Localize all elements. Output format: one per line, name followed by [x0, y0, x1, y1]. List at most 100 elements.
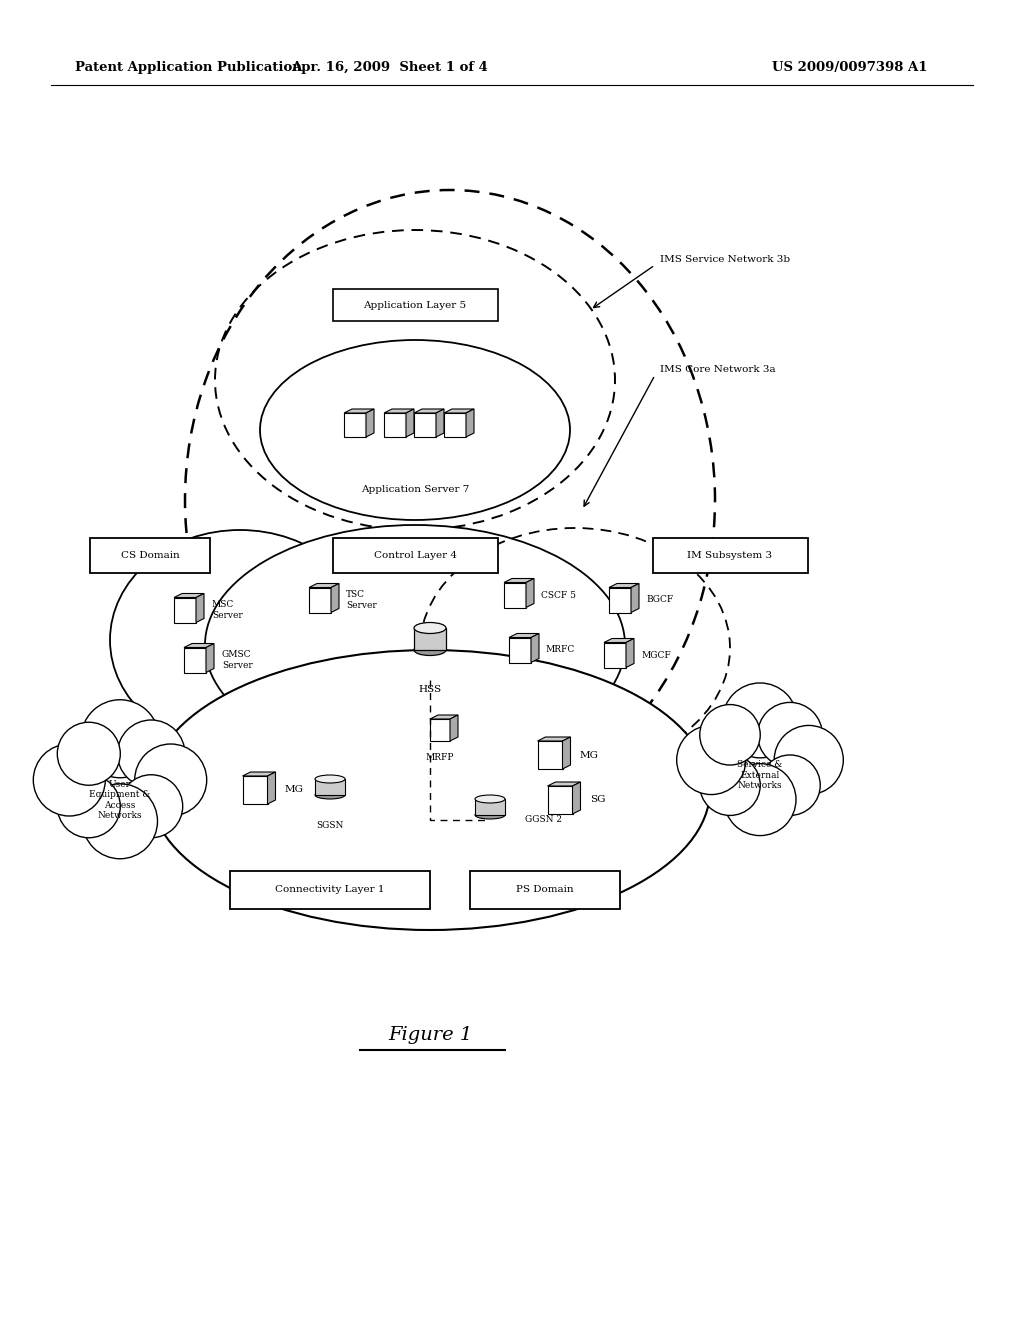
- Circle shape: [34, 744, 105, 816]
- FancyBboxPatch shape: [90, 537, 210, 573]
- FancyBboxPatch shape: [230, 871, 430, 909]
- Polygon shape: [174, 598, 196, 623]
- Polygon shape: [444, 413, 466, 437]
- Polygon shape: [538, 741, 562, 770]
- Polygon shape: [206, 644, 214, 672]
- Circle shape: [81, 700, 159, 777]
- Text: GGSN 2: GGSN 2: [525, 816, 562, 825]
- Circle shape: [57, 722, 120, 785]
- Text: Application Layer 5: Application Layer 5: [364, 301, 467, 309]
- Text: Apr. 16, 2009  Sheet 1 of 4: Apr. 16, 2009 Sheet 1 of 4: [292, 62, 488, 74]
- Circle shape: [135, 744, 207, 816]
- Text: IMS Core Network 3a: IMS Core Network 3a: [660, 366, 775, 375]
- Circle shape: [724, 763, 796, 836]
- Text: US 2009/0097398 A1: US 2009/0097398 A1: [772, 62, 928, 74]
- Text: CSCF 5: CSCF 5: [541, 590, 575, 599]
- Polygon shape: [184, 648, 206, 672]
- Polygon shape: [450, 715, 458, 741]
- Polygon shape: [604, 639, 634, 643]
- FancyBboxPatch shape: [652, 537, 808, 573]
- Circle shape: [760, 755, 820, 816]
- Ellipse shape: [205, 525, 625, 766]
- Polygon shape: [309, 587, 331, 612]
- Text: CS Domain: CS Domain: [121, 550, 179, 560]
- Text: User
Equipment &
Access
Networks: User Equipment & Access Networks: [89, 780, 151, 820]
- Text: Connectivity Layer 1: Connectivity Layer 1: [275, 886, 385, 895]
- Circle shape: [118, 719, 185, 788]
- Polygon shape: [604, 643, 626, 668]
- FancyBboxPatch shape: [470, 871, 620, 909]
- Polygon shape: [243, 772, 275, 776]
- Polygon shape: [531, 634, 539, 663]
- Polygon shape: [444, 409, 474, 413]
- Polygon shape: [504, 582, 526, 607]
- Circle shape: [699, 705, 760, 766]
- Circle shape: [57, 775, 120, 838]
- Polygon shape: [609, 583, 639, 587]
- Ellipse shape: [414, 623, 446, 634]
- Polygon shape: [196, 594, 204, 623]
- Text: SG: SG: [590, 796, 605, 804]
- Text: Patent Application Publication: Patent Application Publication: [75, 62, 302, 74]
- Polygon shape: [548, 785, 572, 814]
- Text: GMSC
Server: GMSC Server: [222, 649, 253, 671]
- Polygon shape: [504, 578, 534, 582]
- Polygon shape: [430, 715, 458, 719]
- Polygon shape: [366, 409, 374, 437]
- Text: Control Layer 4: Control Layer 4: [374, 550, 457, 560]
- Polygon shape: [406, 409, 414, 437]
- Polygon shape: [509, 634, 539, 638]
- Polygon shape: [631, 583, 639, 612]
- Ellipse shape: [150, 649, 710, 931]
- Text: MGCF: MGCF: [641, 651, 671, 660]
- Polygon shape: [384, 409, 414, 413]
- Polygon shape: [572, 781, 581, 814]
- Polygon shape: [475, 799, 505, 814]
- Ellipse shape: [260, 341, 570, 520]
- Circle shape: [83, 784, 158, 859]
- Ellipse shape: [315, 775, 345, 783]
- Text: BGCF: BGCF: [646, 595, 673, 605]
- Polygon shape: [509, 638, 531, 663]
- Polygon shape: [548, 781, 581, 785]
- Circle shape: [774, 726, 844, 795]
- Ellipse shape: [475, 810, 505, 818]
- Text: MRFC: MRFC: [546, 645, 575, 655]
- Text: MG: MG: [285, 785, 304, 795]
- Circle shape: [758, 702, 822, 767]
- Text: IM Subsystem 3: IM Subsystem 3: [687, 550, 772, 560]
- Polygon shape: [184, 644, 214, 648]
- Text: MG: MG: [580, 751, 599, 759]
- Polygon shape: [174, 594, 204, 598]
- Polygon shape: [384, 413, 406, 437]
- Text: HSS: HSS: [419, 685, 441, 694]
- FancyBboxPatch shape: [333, 289, 498, 321]
- Polygon shape: [430, 719, 450, 741]
- Text: SGSN: SGSN: [316, 821, 344, 829]
- FancyBboxPatch shape: [333, 537, 498, 573]
- Circle shape: [677, 726, 745, 795]
- Polygon shape: [466, 409, 474, 437]
- Text: Figure 1: Figure 1: [388, 1026, 472, 1044]
- Polygon shape: [315, 779, 345, 795]
- Polygon shape: [626, 639, 634, 668]
- Circle shape: [699, 755, 760, 816]
- Text: PS Domain: PS Domain: [516, 886, 573, 895]
- Polygon shape: [243, 776, 267, 804]
- Circle shape: [723, 682, 798, 758]
- Polygon shape: [344, 413, 366, 437]
- Text: Application Server 7: Application Server 7: [360, 486, 469, 495]
- Text: MSC
Server: MSC Server: [212, 601, 243, 620]
- Polygon shape: [562, 737, 570, 770]
- Polygon shape: [414, 409, 444, 413]
- Polygon shape: [414, 413, 436, 437]
- Polygon shape: [309, 583, 339, 587]
- Text: IMS Service Network 3b: IMS Service Network 3b: [660, 256, 791, 264]
- Text: TSC
Server: TSC Server: [346, 590, 377, 610]
- Text: Service &
External
Networks: Service & External Networks: [737, 760, 782, 789]
- Polygon shape: [538, 737, 570, 741]
- Ellipse shape: [110, 531, 370, 750]
- Polygon shape: [526, 578, 534, 607]
- Text: MRFP: MRFP: [426, 754, 455, 763]
- Polygon shape: [436, 409, 444, 437]
